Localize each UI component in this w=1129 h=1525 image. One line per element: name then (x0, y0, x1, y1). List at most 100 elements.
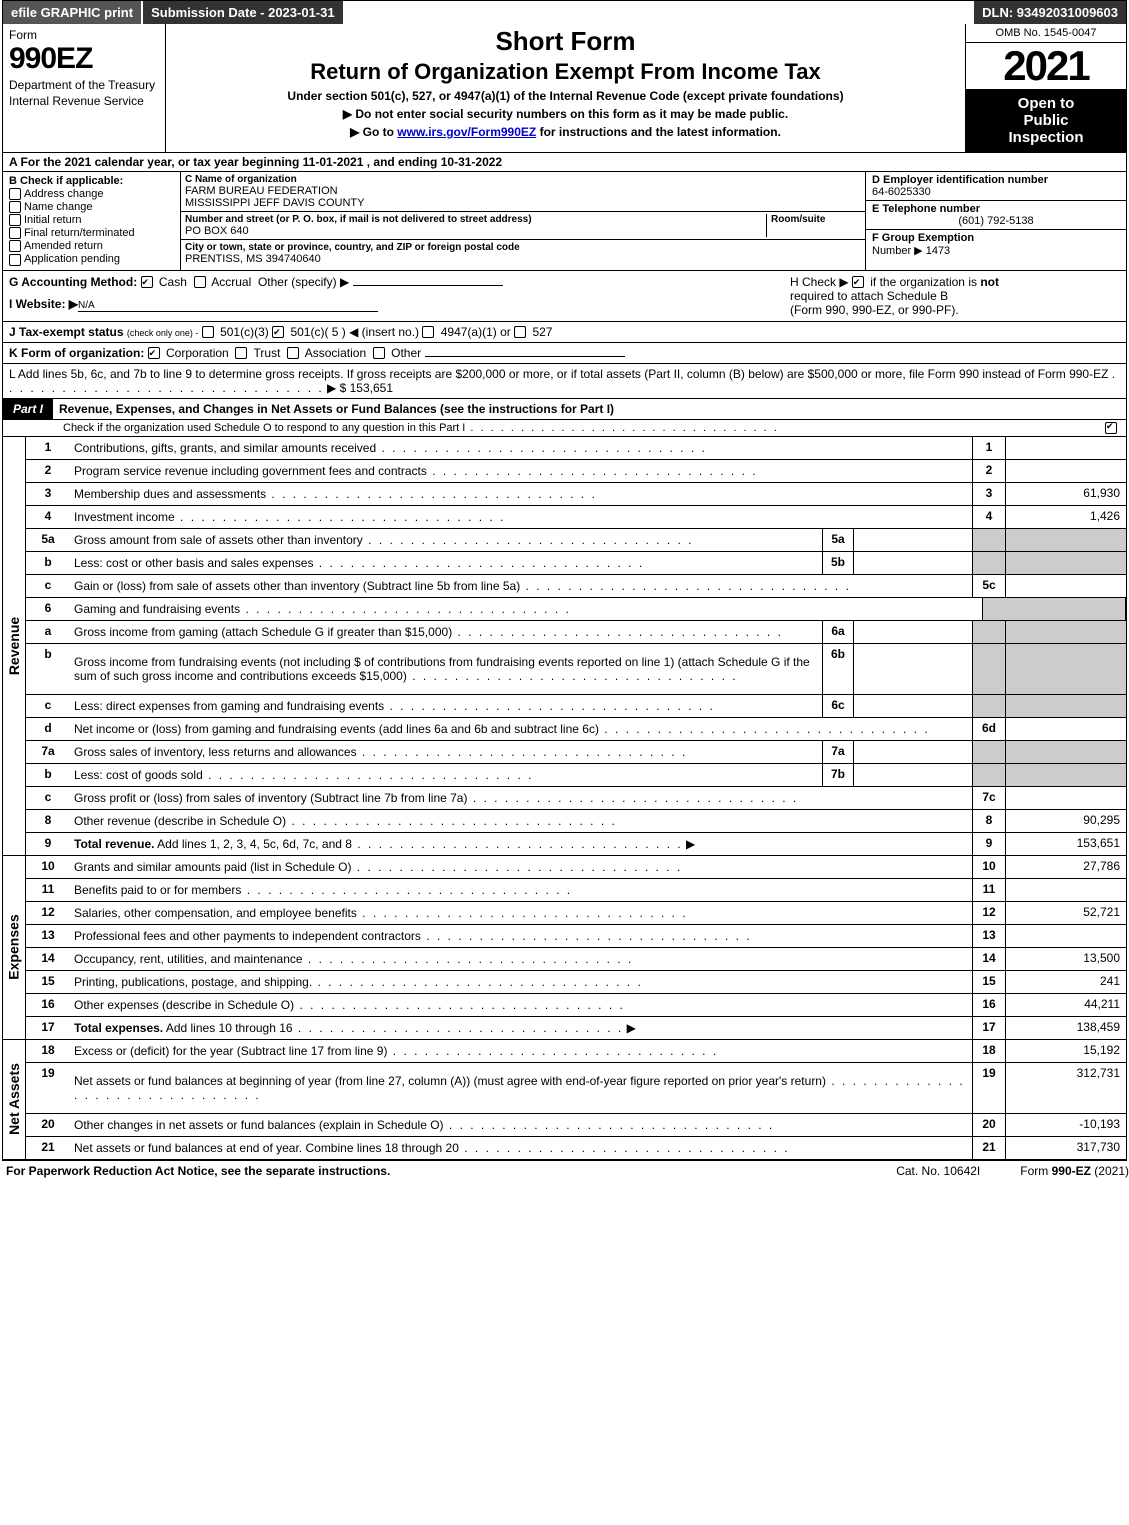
col-def: D Employer identification number 64-6025… (866, 172, 1126, 270)
bullet-goto: ▶ Go to www.irs.gov/Form990EZ for instru… (170, 125, 961, 139)
chk-other-org[interactable] (373, 347, 385, 359)
i-label: I Website: ▶ (9, 297, 78, 311)
line-description: Gross amount from sale of assets other t… (70, 529, 822, 551)
line-description: Gross profit or (loss) from sales of inv… (70, 787, 972, 809)
other-specify-line[interactable] (353, 285, 503, 286)
line-row: 14Occupancy, rent, utilities, and mainte… (26, 948, 1126, 971)
right-line-number: 7c (972, 787, 1006, 809)
line-number: a (26, 621, 70, 643)
chk-corporation[interactable] (148, 347, 160, 359)
line-number: 21 (26, 1137, 70, 1159)
chk-initial-return[interactable]: Initial return (9, 214, 174, 226)
other-org-line[interactable] (425, 356, 625, 357)
right-line-value: 61,930 (1006, 483, 1126, 505)
chk-application-pending[interactable]: Application pending (9, 253, 174, 265)
right-line-number: 13 (972, 925, 1006, 947)
line-row: 19Net assets or fund balances at beginni… (26, 1063, 1126, 1114)
chk-name-change[interactable]: Name change (9, 201, 174, 213)
line-description: Gross income from gaming (attach Schedul… (70, 621, 822, 643)
goto-pre: ▶ Go to (350, 125, 397, 139)
form-number: 990EZ (9, 42, 159, 76)
line-description: Printing, publications, postage, and shi… (70, 971, 972, 993)
line-description: Gaming and fundraising events (70, 598, 982, 620)
right-line-value: 13,500 (1006, 948, 1126, 970)
line-description: Membership dues and assessments (70, 483, 972, 505)
line-number: 5a (26, 529, 70, 551)
k-label: K Form of organization: (9, 346, 144, 360)
line-number: c (26, 787, 70, 809)
right-line-value: 52,721 (1006, 902, 1126, 924)
right-line-number: 8 (972, 810, 1006, 832)
org-name-block: C Name of organization FARM BUREAU FEDER… (181, 172, 865, 212)
expense-lines: 10Grants and similar amounts paid (list … (26, 856, 1126, 1039)
open-line2: Public (970, 112, 1122, 129)
chk-accrual[interactable] (194, 276, 206, 288)
dept-irs: Internal Revenue Service (9, 94, 159, 108)
right-line-value: 90,295 (1006, 810, 1126, 832)
right-line-number: 4 (972, 506, 1006, 528)
line-number: 6 (26, 598, 70, 620)
chk-association[interactable] (287, 347, 299, 359)
chk-amended-return[interactable]: Amended return (9, 240, 174, 252)
chk-schedule-o[interactable] (1105, 422, 1117, 434)
line-number: b (26, 644, 70, 694)
expenses-section: Expenses 10Grants and similar amounts pa… (3, 856, 1126, 1040)
right-line-number: 5c (972, 575, 1006, 597)
right-line-number: 11 (972, 879, 1006, 901)
netassets-section: Net Assets 18Excess or (deficit) for the… (3, 1040, 1126, 1160)
line-row: 3Membership dues and assessments361,930 (26, 483, 1126, 506)
right-line-value: 15,192 (1006, 1040, 1126, 1062)
mid-line-number: 6c (822, 695, 854, 717)
row-k: K Form of organization: Corporation Trus… (3, 343, 1126, 364)
right-line-number: 3 (972, 483, 1006, 505)
header-center: Short Form Return of Organization Exempt… (166, 24, 966, 152)
chk-schedule-b[interactable] (852, 276, 864, 288)
line-description: Other expenses (describe in Schedule O) (70, 994, 972, 1016)
mid-line-value (854, 695, 972, 717)
line-row: 11Benefits paid to or for members11 (26, 879, 1126, 902)
footer-right: Form 990-EZ (2021) (1020, 1164, 1129, 1178)
line-description: Less: direct expenses from gaming and fu… (70, 695, 822, 717)
line-number: 2 (26, 460, 70, 482)
line-number: 4 (26, 506, 70, 528)
shaded-val (1006, 621, 1126, 643)
line-row: cGain or (loss) from sale of assets othe… (26, 575, 1126, 598)
chk-final-return[interactable]: Final return/terminated (9, 227, 174, 239)
chk-trust[interactable] (235, 347, 247, 359)
row-j: J Tax-exempt status (check only one) - 5… (3, 322, 1126, 343)
chk-527[interactable] (514, 326, 526, 338)
line-description: Investment income (70, 506, 972, 528)
tax-year: 2021 (966, 43, 1126, 89)
efile-label[interactable]: efile GRAPHIC print (3, 1, 143, 24)
dept-treasury: Department of the Treasury (9, 78, 159, 92)
ein-label: D Employer identification number (872, 174, 1120, 186)
shaded-num (972, 695, 1006, 717)
line-row: 2Program service revenue including gover… (26, 460, 1126, 483)
shaded-val (1006, 552, 1126, 574)
line-number: 12 (26, 902, 70, 924)
right-line-value (1006, 879, 1126, 901)
right-line-number: 10 (972, 856, 1006, 878)
line-row: 15Printing, publications, postage, and s… (26, 971, 1126, 994)
mid-line-value (854, 621, 972, 643)
chk-cash[interactable] (141, 276, 153, 288)
right-line-value (1006, 718, 1126, 740)
part1-sub: Check if the organization used Schedule … (3, 420, 1126, 437)
right-line-number: 20 (972, 1114, 1006, 1136)
part1-header-row: Part I Revenue, Expenses, and Changes in… (3, 399, 1126, 420)
city-block: City or town, state or province, country… (181, 240, 865, 267)
irs-link[interactable]: www.irs.gov/Form990EZ (397, 125, 536, 139)
col-b-header: B Check if applicable: (9, 175, 174, 187)
right-line-value: 1,426 (1006, 506, 1126, 528)
mid-line-value (854, 764, 972, 786)
chk-address-change[interactable]: Address change (9, 188, 174, 200)
chk-4947[interactable] (422, 326, 434, 338)
part1-title: Revenue, Expenses, and Changes in Net As… (53, 399, 1126, 419)
shaded-num (972, 741, 1006, 763)
chk-501c3[interactable] (202, 326, 214, 338)
right-line-number: 14 (972, 948, 1006, 970)
street-block: Number and street (or P. O. box, if mail… (181, 212, 865, 240)
chk-501c[interactable] (272, 326, 284, 338)
right-line-number: 16 (972, 994, 1006, 1016)
right-line-number: 9 (972, 833, 1006, 855)
